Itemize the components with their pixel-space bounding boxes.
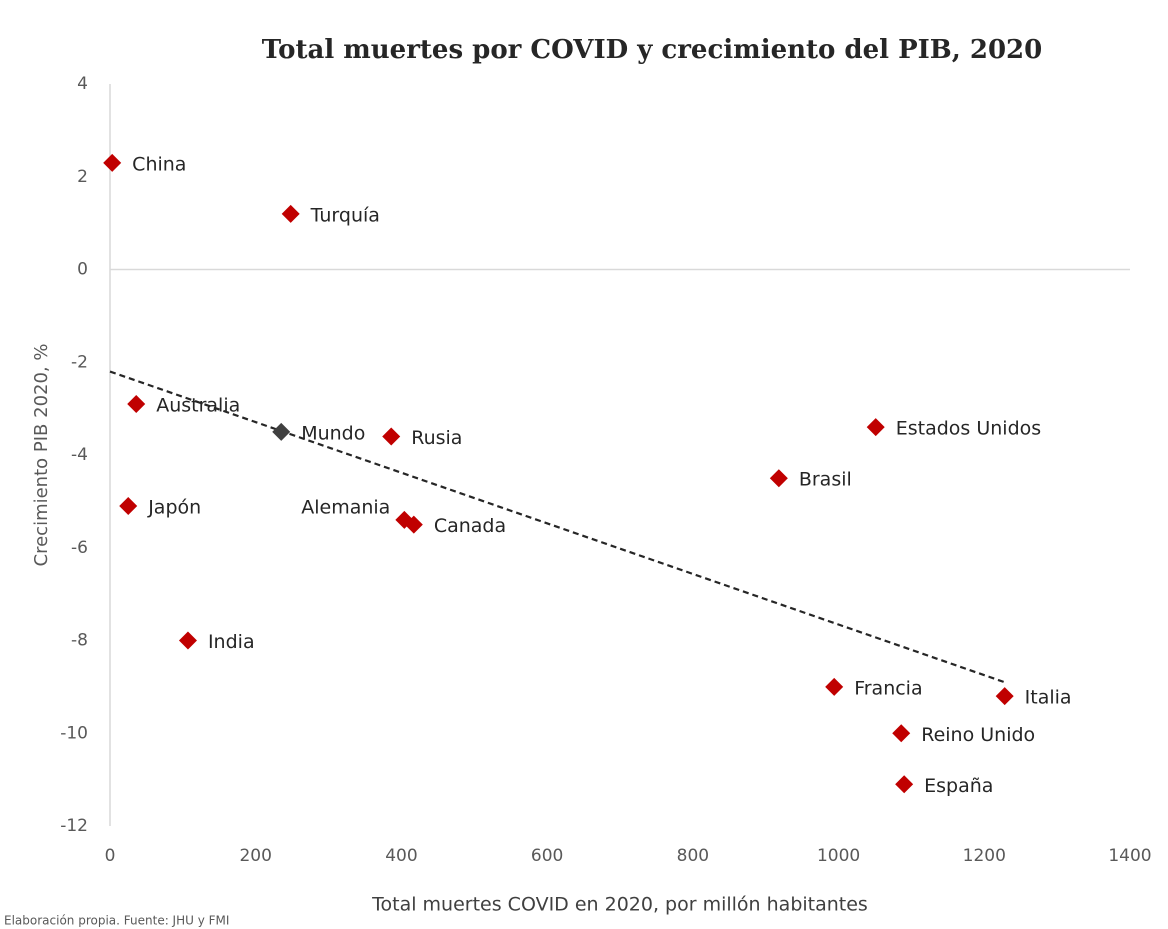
data-point [281,204,300,223]
point-label: España [924,775,993,797]
data-point [895,775,914,794]
point-label: Mundo [301,422,365,444]
data-point [103,153,122,172]
data-point [769,469,788,488]
x-tick-label: 1400 [1108,846,1151,866]
chart-title: Total muertes por COVID y crecimiento de… [262,35,1042,65]
y-tick-label: -10 [60,723,88,743]
y-tick-label: -12 [60,816,88,836]
data-point [404,515,423,534]
trendline [109,370,1006,684]
data-point [892,724,911,743]
y-tick-label: 0 [77,260,88,280]
y-axis-label: Crecimiento PIB 2020, % [31,344,52,567]
data-point [995,687,1014,706]
y-tick-label: -2 [71,352,88,372]
y-tick-label: -8 [71,631,88,651]
point-label: Francia [854,677,922,699]
point-label: Estados Unidos [896,418,1041,440]
x-axis-label: Total muertes COVID en 2020, por millón … [371,894,868,916]
point-label: Brasil [799,469,852,491]
point-label: India [208,631,255,653]
x-tick-label: 400 [385,846,417,866]
point-label: Alemania [301,496,390,518]
data-point [178,631,197,650]
x-tick-label: 1200 [963,846,1006,866]
x-tick-label: 200 [239,846,271,866]
data-point [866,418,885,437]
x-tick-label: 0 [105,846,116,866]
point-label: Italia [1025,687,1072,709]
source-note: Elaboración propia. Fuente: JHU y FMI [4,914,229,928]
y-tick-label: 4 [77,74,88,94]
x-tick-label: 600 [531,846,563,866]
data-point [825,677,844,696]
point-label: Reino Unido [921,724,1035,746]
point-label: China [132,153,186,175]
data-point [272,422,291,441]
x-tick-label: 800 [677,846,709,866]
y-tick-label: -4 [71,445,88,465]
point-label: Canada [434,515,506,537]
point-label: Japón [147,497,201,519]
x-tick-label: 1000 [817,846,860,866]
data-point [382,427,401,446]
point-label: Australia [156,394,240,416]
point-label: Rusia [411,427,462,449]
y-tick-label: -6 [71,538,88,558]
y-tick-label: 2 [77,167,88,187]
point-label: Turquía [310,204,380,226]
data-point [127,394,146,413]
data-point [119,497,138,516]
